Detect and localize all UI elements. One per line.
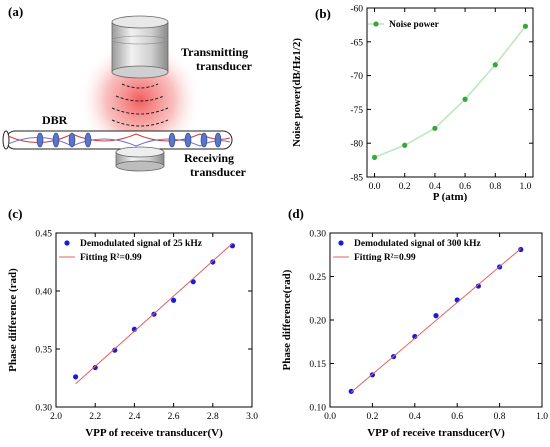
data-point <box>518 246 524 253</box>
data-point <box>92 364 98 371</box>
x-tick-label: 2.6 <box>168 412 180 422</box>
panel-b-label: (b) <box>315 6 331 21</box>
receiving-label-line2: transducer <box>190 165 247 179</box>
x-tick-label: 0.2 <box>399 182 411 192</box>
data-point <box>171 297 177 303</box>
data-point <box>475 283 481 289</box>
x-axis-title: P (atm) <box>433 191 468 203</box>
series-line <box>374 25 527 159</box>
transmitting-transducer <box>111 15 169 79</box>
x-axis-title: VPP of receive transducer(V) <box>367 427 505 439</box>
y-tick-label: -80 <box>350 140 363 150</box>
y-tick-label: 0.40 <box>35 288 52 298</box>
legend-marker <box>338 240 344 246</box>
data-point <box>402 142 408 148</box>
x-tick-label: 0.6 <box>459 182 471 192</box>
legend-label: Noise power <box>389 20 440 30</box>
y-tick-label: -75 <box>350 106 363 116</box>
legend-label: Fitting R²=0.99 <box>354 253 416 263</box>
y-axis-title: Phase difference (rad) <box>7 268 19 372</box>
acoustic-waves <box>111 83 169 127</box>
panel-c-label: (c) <box>8 206 22 221</box>
fit-line <box>350 248 522 393</box>
data-point <box>462 96 468 102</box>
x-tick-label: 0.8 <box>494 412 506 422</box>
x-tick-label: 0.0 <box>369 182 381 192</box>
chart-phase-300khz: (d) 0.0 0.2 0.4 0.6 0.8 1.0 0.10 0.15 0.20 0.25 0.3… <box>281 206 548 439</box>
legend-label: Demodulated signal of 300 kHz <box>354 239 481 249</box>
y-tick-label: -60 <box>350 5 363 15</box>
transmitting-label-line2: transducer <box>196 59 253 73</box>
x-tick-label: 1.0 <box>520 182 532 192</box>
data-point <box>454 297 460 303</box>
data-point <box>210 259 216 265</box>
x-tick-label: 2.0 <box>50 412 62 422</box>
chart-noise-power: (b) 0.0 0.2 0.4 0.6 0.8 1.0 -85 -80 -75 -70 -65 -60 P… <box>291 5 534 203</box>
x-tick-label: 0.0 <box>324 412 336 422</box>
data-point <box>73 374 79 380</box>
x-tick-label: 0.2 <box>366 412 378 422</box>
data-point <box>348 388 354 394</box>
dbr-gratings <box>36 132 222 148</box>
y-tick-label: 0.25 <box>309 273 326 283</box>
x-tick-label: 2.2 <box>89 412 101 422</box>
y-tick-label: 0.30 <box>35 404 52 414</box>
data-point <box>112 347 118 353</box>
x-axis-title: VPP of receive transducer(V) <box>85 427 223 439</box>
y-tick-label: 0.45 <box>35 230 52 240</box>
x-tick-label: 0.4 <box>429 182 441 192</box>
data-point <box>522 23 529 29</box>
y-tick-label: -85 <box>350 174 363 184</box>
y-tick-label: 0.10 <box>309 404 326 414</box>
panel-a-label: (a) <box>8 4 23 19</box>
data-point <box>492 62 498 68</box>
dbr-label: DBR <box>42 113 68 127</box>
legend-label: Fitting R²=0.99 <box>80 253 142 263</box>
panel-d-label: (d) <box>288 206 304 221</box>
x-tick-label: 3.0 <box>246 412 258 422</box>
legend-label: Demodulated signal of 25 kHz <box>80 239 203 249</box>
plot-frame <box>55 232 253 408</box>
x-tick-label: 0.8 <box>489 182 501 192</box>
plot-frame <box>366 7 534 178</box>
y-axis-title: Phase difference(rad) <box>281 269 293 370</box>
data-point <box>433 313 439 319</box>
y-tick-label: -65 <box>350 38 363 48</box>
data-point <box>371 154 378 160</box>
y-tick-label: 0.30 <box>309 230 326 240</box>
data-point <box>190 279 196 285</box>
x-tick-label: 0.4 <box>409 412 421 422</box>
y-tick-label: 0.35 <box>35 346 52 356</box>
x-tick-label: 2.4 <box>128 412 140 422</box>
chart-phase-25khz: (c) 2.0 2.2 2.4 2.6 2.8 3.0 0.30 0.35 0.40 0.45 VPP… <box>7 206 258 439</box>
receiving-transducer <box>115 146 165 172</box>
data-point <box>432 125 438 131</box>
y-tick-label: 0.20 <box>309 317 326 327</box>
panel-a: (a) <box>2 4 253 179</box>
receiving-label-line1: Receiving <box>184 151 234 165</box>
legend-marker <box>64 240 70 246</box>
fit-line <box>75 243 233 385</box>
y-axis-title: Noise power(dB/Hz1/2) <box>291 38 303 147</box>
legend-marker <box>373 21 379 27</box>
x-tick-label: 1.0 <box>536 412 548 422</box>
optical-fiber <box>2 130 233 150</box>
y-tick-label: -70 <box>350 72 363 82</box>
y-tick-label: 0.15 <box>309 360 326 370</box>
x-tick-label: 2.8 <box>207 412 219 422</box>
transmitting-label-line1: Transmitting <box>181 45 248 59</box>
x-tick-label: 0.6 <box>451 412 463 422</box>
